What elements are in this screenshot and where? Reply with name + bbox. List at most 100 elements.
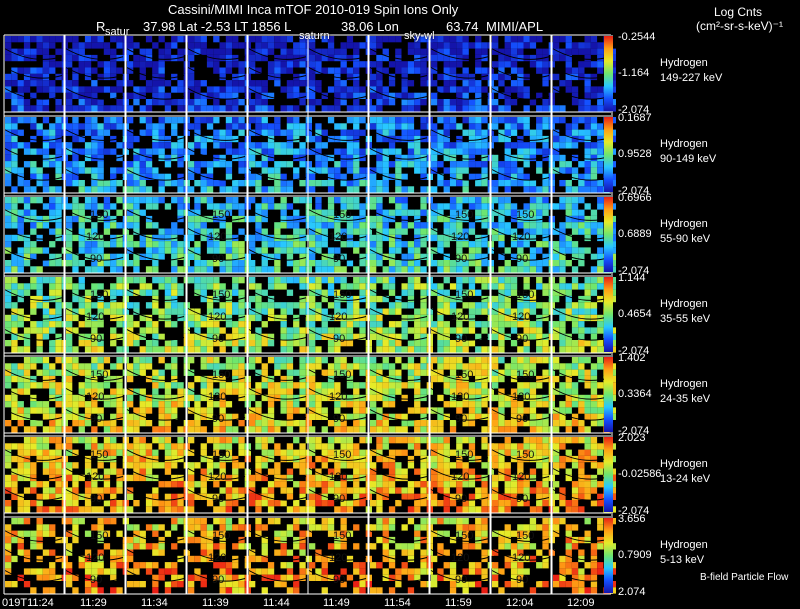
- spectrogram-cell: [187, 277, 251, 353]
- spectrogram-cell: [248, 437, 312, 513]
- contour-label: 150: [90, 449, 109, 461]
- energy-label: 13-24 keV: [660, 472, 711, 485]
- contour-label: 150: [516, 289, 535, 301]
- colorbar-mid: 0.9528: [618, 147, 652, 160]
- spectrogram-cell: [4, 357, 68, 433]
- contour-label: 150: [90, 530, 109, 542]
- spectrogram-cell: [430, 277, 494, 353]
- lon-label: 38.06 Lon: [341, 19, 399, 34]
- contour-label: 150: [455, 289, 474, 301]
- contour-label: 120: [208, 471, 227, 483]
- contour-label: 120: [512, 471, 531, 483]
- species-label: Hydrogen: [660, 297, 708, 310]
- spectrogram-cell: [65, 36, 129, 112]
- spectrogram-cell: [4, 437, 68, 513]
- contour-label: 90: [90, 574, 103, 586]
- contour-label: 90: [455, 493, 468, 505]
- time-tick-label: 11:34: [141, 597, 168, 609]
- time-tick-label: 11:59: [445, 597, 472, 609]
- time-tick-label: 11:54: [384, 597, 411, 609]
- spectrogram-cell: [126, 357, 190, 433]
- contour-label: 150: [212, 449, 231, 461]
- contour-label: 90: [212, 253, 225, 265]
- contour-label: 150: [212, 530, 231, 542]
- spectrogram-cell: [430, 36, 494, 112]
- spectrogram-cell: [430, 518, 494, 594]
- energy-label: 24-35 keV: [660, 392, 711, 405]
- spectrogram-cell: [187, 36, 251, 112]
- colorbar-min: 2.074: [618, 586, 646, 598]
- spectrogram-cell: [187, 197, 251, 273]
- contour-label: 90: [455, 574, 468, 586]
- spectrogram-cell: [4, 36, 68, 112]
- colorbar-max: 0.6966: [618, 192, 652, 204]
- spectrogram-cell: [308, 36, 372, 112]
- spectrogram-cell: [369, 277, 433, 353]
- time-tick-label: 019T11:24: [2, 597, 54, 609]
- contour-label: 90: [516, 333, 529, 345]
- colorbar: [604, 197, 613, 272]
- colorbar-mid: 0.7909: [618, 548, 652, 561]
- contour-label: 120: [208, 391, 227, 403]
- spectrogram-cell: [126, 117, 190, 193]
- colorbar: [604, 357, 613, 432]
- contour-label: 150: [90, 209, 109, 221]
- contour-label: 90: [333, 493, 346, 505]
- spectrogram-cell: [126, 437, 190, 513]
- energy-label: 35-55 keV: [660, 312, 711, 325]
- spectrogram-cell: [187, 117, 251, 193]
- contour-label: 120: [451, 391, 470, 403]
- time-tick-label: 11:49: [323, 597, 350, 609]
- colorbar-min: -2.074: [618, 425, 650, 437]
- r-label: R: [96, 19, 106, 34]
- time-tick-label: 11:44: [263, 597, 290, 609]
- spectrogram-cell: [491, 117, 555, 193]
- colorbar-mid: 0.3364: [618, 387, 652, 400]
- inlay-label-saturn: saturn: [299, 30, 330, 42]
- contour-label: 120: [329, 391, 348, 403]
- contour-label: 120: [451, 231, 470, 243]
- spectrogram-cell: [4, 197, 68, 273]
- contour-label: 150: [90, 289, 109, 301]
- species-label: Hydrogen: [660, 217, 708, 230]
- contour-label: 150: [333, 209, 352, 221]
- spectrogram-cell: [65, 437, 129, 513]
- contour-label: 90: [90, 253, 103, 265]
- spectrogram-cell: [369, 117, 433, 193]
- contour-label: 150: [455, 530, 474, 542]
- colorbar-min: -2.074: [618, 505, 650, 517]
- contour-label: 120: [512, 391, 531, 403]
- contour-label: 120: [86, 391, 105, 403]
- colorbar: [604, 277, 613, 352]
- colorbar-max: 0.1687: [618, 112, 652, 124]
- species-label: Hydrogen: [660, 457, 708, 470]
- contour-label: 150: [516, 369, 535, 381]
- contour-label: 150: [516, 209, 535, 221]
- colorbar-mid: 0.6889: [618, 227, 652, 240]
- contour-label: 120: [208, 552, 227, 564]
- spectrogram-cell: [248, 518, 312, 594]
- contour-label: 120: [86, 311, 105, 323]
- credit-label: MIMI/APL: [486, 19, 544, 34]
- species-label: Hydrogen: [660, 377, 708, 390]
- spectrogram-cell: [369, 357, 433, 433]
- spectrogram-cell: [369, 437, 433, 513]
- species-label: Hydrogen: [660, 137, 708, 150]
- species-label: Hydrogen: [660, 56, 708, 69]
- contour-label: 120: [329, 471, 348, 483]
- contour-label: 120: [451, 471, 470, 483]
- spectrogram-cell: [248, 357, 312, 433]
- contour-label: 90: [333, 253, 346, 265]
- spectrogram-cell: [126, 518, 190, 594]
- contour-label: 150: [516, 449, 535, 461]
- energy-label: 149-227 keV: [660, 71, 723, 84]
- colorbar-min: -2.074: [618, 345, 650, 357]
- colorbar-units: (cm²-sr-s-keV)⁻¹: [696, 19, 783, 33]
- contour-label: 120: [451, 311, 470, 323]
- colorbar-mid: -1.164: [618, 66, 650, 79]
- contour-label: 150: [212, 369, 231, 381]
- contour-label: 90: [212, 574, 225, 586]
- colorbar-title: Log Cnts: [714, 5, 763, 19]
- contour-label: 90: [516, 413, 529, 425]
- contour-label: 90: [212, 333, 225, 345]
